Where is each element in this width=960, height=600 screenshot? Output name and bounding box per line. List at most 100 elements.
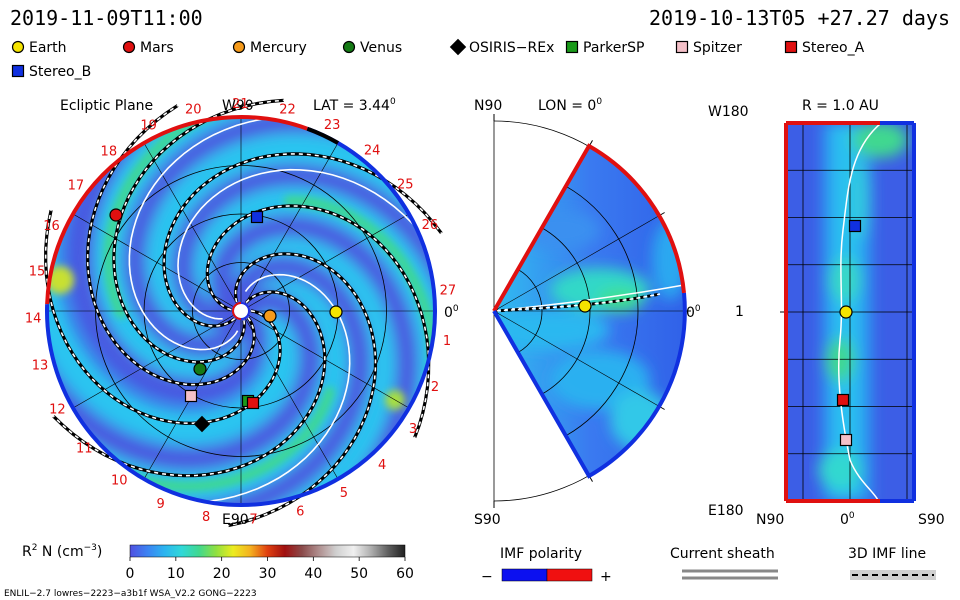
shell-panel: R = 1.0 AU W180 1 E180 N90 00 S [708, 98, 945, 528]
imf-positive-swatch [546, 568, 593, 582]
legend-marker-venus [342, 40, 356, 54]
carrington-number: 4 [378, 458, 386, 473]
carrington-number: 6 [296, 504, 304, 519]
shell-zero-label: 00 [840, 511, 855, 528]
s90-label: S90 [474, 512, 501, 528]
ecliptic-objects [109, 208, 343, 433]
colorbar-tick-label: 50 [350, 566, 368, 582]
meridional-rim-positive [492, 143, 686, 312]
legend-marker-mercury [232, 40, 246, 54]
carrington-number: 16 [43, 219, 60, 234]
shell-stereo-a-marker [836, 393, 850, 407]
e90-label: E90 [222, 512, 249, 528]
shell-s90-label: S90 [918, 512, 945, 528]
carrington-number: 27 [440, 283, 457, 298]
carrington-number: 14 [25, 312, 42, 327]
ecliptic-spitzer-marker [184, 389, 198, 403]
colorbar-gradient [129, 544, 406, 558]
carrington-number: 23 [324, 118, 341, 133]
imf3d-title: 3D IMF line [848, 546, 926, 562]
carrington-number: 21 [232, 97, 249, 112]
ecliptic-polarity-rim [45, 115, 437, 507]
lon-label: LON = 00 [538, 97, 602, 114]
shell-stereo-b-marker [848, 219, 862, 233]
object-legend: Earth Mars Mercury Venus OSIRIS−REx ParkerSP S… [11, 38, 865, 80]
imf-polarity-title: IMF polarity [500, 546, 582, 562]
carrington-number: 12 [49, 403, 66, 418]
shell-current-sheath [838, 123, 881, 501]
ecliptic-zero-label: 00 [444, 304, 459, 321]
shell-grid [780, 123, 914, 501]
legend-label-osiris-rex: OSIRIS−REx [469, 40, 554, 56]
current-sheath-key: Current sheath [670, 546, 778, 580]
colorbar-tick-label: 30 [259, 566, 277, 582]
carrington-number: 2 [431, 380, 439, 395]
carrington-number: 11 [76, 442, 93, 457]
carrington-number: 10 [111, 474, 128, 489]
shell-spitzer-marker [839, 433, 853, 447]
carrington-number: 18 [101, 144, 118, 159]
ecliptic-earth-marker [329, 305, 343, 319]
carrington-number: 13 [32, 359, 49, 374]
ecliptic-stereo-b-marker [250, 210, 264, 224]
legend-marker-stereo-b [11, 64, 25, 78]
ecliptic-title: Ecliptic Plane [60, 98, 153, 114]
shell-title: R = 1.0 AU [802, 98, 879, 114]
carrington-number: 3 [409, 422, 417, 437]
legend-marker-spitzer [675, 40, 689, 54]
carrington-number: 19 [140, 119, 157, 134]
colorbar-tick-label: 0 [126, 566, 135, 582]
colorbar-label: R2 N (cm−3) [22, 543, 102, 560]
carrington-number: 9 [156, 497, 164, 512]
carrington-number: 1 [443, 334, 451, 349]
legend-marker-earth [11, 40, 25, 54]
meridional-rim-negative [492, 292, 687, 479]
legend-marker-stereo-a [784, 40, 798, 54]
ecliptic-panel: Ecliptic Plane W90 LAT = 3.440 123456789… [25, 97, 459, 528]
imf3d-key: 3D IMF line [848, 546, 936, 580]
legend-label-mars: Mars [140, 40, 174, 56]
legend-marker-osiris-rex [449, 38, 467, 56]
density-colorbar: R2 N (cm−3) 0 10 20 30 40 50 60 [22, 543, 414, 582]
imf-minus: − [481, 569, 493, 585]
colorbar-tick-label: 10 [167, 566, 185, 582]
carrington-number: 17 [68, 179, 85, 194]
carrington-number: 20 [185, 103, 202, 118]
current-sheath-title: Current sheath [670, 546, 775, 562]
lat-label: LAT = 3.440 [313, 97, 396, 114]
imf-plus: + [600, 569, 612, 585]
e180-label: E180 [708, 503, 744, 519]
n90-label: N90 [474, 98, 502, 114]
ecliptic-osiris-rex-marker [193, 415, 211, 433]
shell-earth-marker [839, 305, 853, 319]
colorbar-tick-label: 60 [396, 566, 414, 582]
colorbar-tick-label: 40 [304, 566, 322, 582]
legend-marker-parkersp [565, 40, 579, 54]
legend-label-venus: Venus [360, 40, 402, 56]
legend-label-mercury: Mercury [250, 40, 307, 56]
legend-marker-mars [122, 40, 136, 54]
ecliptic-field-lines [44, 98, 443, 528]
ecliptic-mars-marker [109, 208, 123, 222]
carrington-number: 15 [29, 264, 46, 279]
meridional-zero-label: 00 [686, 304, 701, 321]
imf-negative-swatch [501, 568, 548, 582]
shell-n90-label: N90 [756, 512, 784, 528]
carrington-number: 8 [202, 510, 210, 525]
carrington-number: 7 [249, 513, 257, 528]
carrington-number: 22 [279, 102, 296, 117]
legend-label-parkersp: ParkerSP [583, 40, 644, 56]
ecliptic-mercury-marker [263, 309, 277, 323]
meridional-imf-line [493, 292, 661, 313]
w180-label: W180 [708, 104, 749, 120]
colorbar-tick-label: 20 [213, 566, 231, 582]
date-left: 2019-11-09T11:00 [10, 6, 203, 30]
ecliptic-venus-marker [193, 362, 207, 376]
carrington-number: 5 [340, 486, 348, 501]
date-right: 2019-10-13T05 +27.27 days [649, 6, 950, 30]
ecliptic-stereo-a-marker [246, 396, 260, 410]
legend-label-stereo-b: Stereo_B [29, 64, 91, 80]
legend-label-stereo-a: Stereo_A [802, 40, 865, 56]
